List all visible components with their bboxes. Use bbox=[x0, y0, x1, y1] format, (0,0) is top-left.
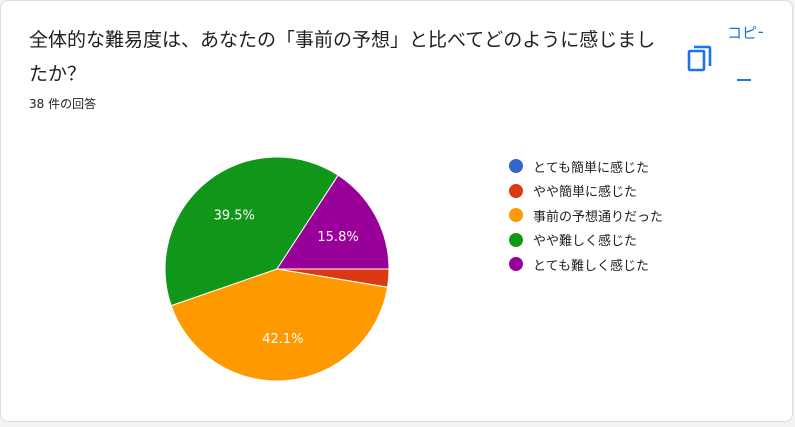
legend-item[interactable]: とても簡単に感じた bbox=[509, 154, 663, 179]
question-title: 全体的な難易度は、あなたの「事前の予想」と比べてどのように感じましたか？ bbox=[29, 29, 656, 85]
legend-label: 事前の予想通りだった bbox=[533, 209, 664, 225]
slice-data-label: 42.1% bbox=[262, 332, 303, 347]
chart-legend: とても簡単に感じた やや簡単に感じた事前の予想通りだった やや難しく感じた とても難し… bbox=[509, 154, 663, 277]
pie-slice bbox=[164, 156, 339, 307]
response-count: 38 件の回答 bbox=[29, 97, 97, 111]
copy-link-underline bbox=[737, 79, 751, 81]
legend-swatch bbox=[509, 257, 523, 272]
copy-link[interactable]: コピー bbox=[727, 23, 763, 48]
legend-label: とても簡単に感じた bbox=[533, 160, 649, 176]
slice-data-label: 15.8% bbox=[317, 230, 358, 245]
legend-item[interactable]: やや難しく感じた bbox=[509, 228, 663, 253]
pie-slice bbox=[170, 268, 389, 382]
copy-icon[interactable] bbox=[687, 45, 713, 73]
legend-swatch bbox=[509, 183, 523, 198]
legend-item[interactable]: 事前の予想通りだった bbox=[509, 203, 663, 228]
legend-item[interactable]: やや簡単に感じた bbox=[509, 179, 663, 204]
pie-slice bbox=[276, 174, 390, 270]
legend-label: やや難しく感じた bbox=[533, 234, 638, 250]
legend-item[interactable]: とても難しく感じた bbox=[509, 252, 663, 277]
legend-label: やや簡単に感じた bbox=[533, 185, 638, 201]
copy-label: コピー bbox=[727, 24, 763, 42]
slice-data-label: 39.5% bbox=[214, 208, 255, 223]
legend-swatch bbox=[509, 232, 523, 247]
legend-label: とても難しく感じた bbox=[533, 258, 649, 274]
legend-swatch bbox=[509, 208, 523, 223]
legend-swatch bbox=[509, 159, 523, 174]
